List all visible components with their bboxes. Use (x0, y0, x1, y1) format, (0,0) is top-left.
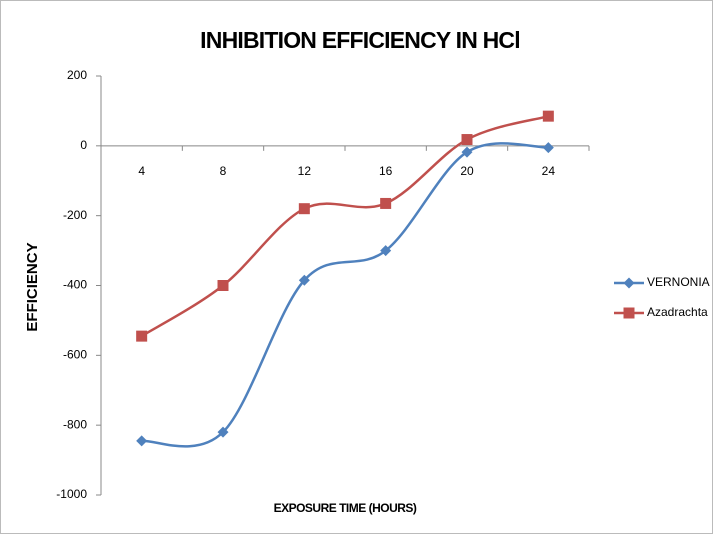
data-point (542, 110, 554, 122)
y-tick-label: -800 (63, 417, 87, 431)
x-tick-label: 24 (542, 164, 556, 178)
y-axis-label: EFFICIENCY (24, 242, 41, 331)
y-tick-label: 200 (67, 68, 87, 82)
data-point (217, 426, 229, 438)
data-point (298, 274, 310, 286)
data-point (136, 330, 148, 342)
legend-marker (623, 307, 635, 319)
data-point (542, 142, 554, 154)
x-tick-label: 12 (298, 164, 312, 178)
x-tick-label: 8 (220, 164, 227, 178)
data-point (380, 197, 392, 209)
x-tick-label: 16 (379, 164, 393, 178)
legend-label: VERNONIA (647, 275, 710, 289)
data-point (461, 146, 473, 158)
y-tick-label: 0 (80, 138, 87, 152)
legend-label: Azadrachta (647, 305, 708, 319)
x-axis-label: EXPOSURE TIME (HOURS) (274, 501, 417, 515)
data-point (461, 134, 473, 146)
data-point (298, 203, 310, 215)
x-tick-label: 20 (460, 164, 474, 178)
data-point (380, 245, 392, 257)
y-tick-label: -400 (63, 278, 87, 292)
chart-title: INHIBITION EFFICIENCY IN HCl (200, 27, 520, 53)
data-point (136, 435, 148, 447)
legend-marker (623, 277, 635, 289)
y-tick-label: -1000 (56, 487, 87, 501)
y-tick-label: -200 (63, 208, 87, 222)
data-point (217, 280, 229, 291)
x-tick-label: 4 (138, 164, 145, 178)
y-tick-label: -600 (63, 348, 87, 362)
series-line (141, 114, 549, 338)
